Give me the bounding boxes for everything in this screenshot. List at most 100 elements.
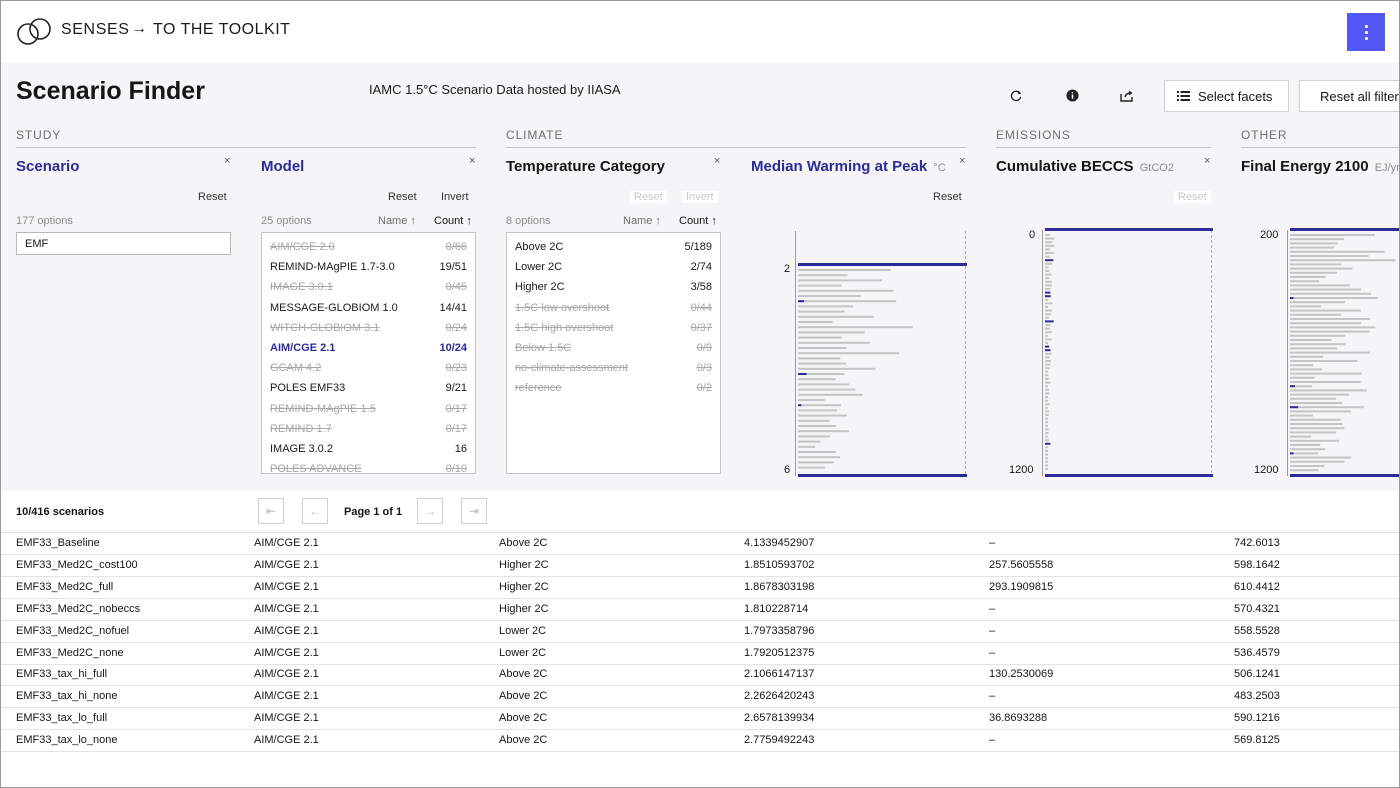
histogram-bar <box>1045 435 1049 438</box>
histogram-bar <box>1045 252 1055 254</box>
toolkit-link[interactable]: TO THE TOOLKIT <box>153 21 291 38</box>
reset-all-filters-button[interactable]: Reset all filters <box>1299 80 1399 112</box>
invert-temperature-button[interactable]: Invert <box>682 191 718 203</box>
reset-model-button[interactable]: Reset <box>388 191 417 203</box>
more-menu-button[interactable] <box>1347 13 1385 51</box>
range-handle-bottom[interactable] <box>1045 474 1213 477</box>
close-facet-beccs-icon[interactable]: × <box>1204 155 1211 167</box>
table-row[interactable]: EMF33_tax_hi_none AIM/CGE 2.1 Above 2C 2.26… <box>1 686 1399 709</box>
arrow-icon: → <box>131 20 147 37</box>
reset-temperature-button[interactable]: Reset <box>630 191 667 203</box>
select-facets-button[interactable]: Select facets <box>1164 80 1289 112</box>
facet-option[interactable]: REMIND-MAgPIE 1.7-3.0 19/51 <box>270 257 467 277</box>
histogram-bar <box>1045 378 1049 380</box>
table-row[interactable]: EMF33_tax_lo_none AIM/CGE 2.1 Above 2C 2.77… <box>1 730 1399 753</box>
table-row[interactable]: EMF33_Med2C_none AIM/CGE 2.1 Lower 2C 1.792… <box>1 643 1399 665</box>
facet-option[interactable]: 1.5C low overshoot 0/44 <box>515 298 712 318</box>
range-handle-top[interactable] <box>1045 228 1213 231</box>
close-facet-scenario-icon[interactable]: × <box>224 155 231 167</box>
temperature-options-list[interactable]: Above 2C 5/189 Lower 2C 2/74 Higher 2C 3/58 1.… <box>506 232 721 474</box>
facet-option-name: Below 1.5C <box>515 342 572 354</box>
facet-option-name: 1.5C low overshoot <box>515 301 610 314</box>
facet-option[interactable]: Lower 2C 2/74 <box>515 257 712 277</box>
median-warming-histogram[interactable] <box>794 229 967 479</box>
first-page-button[interactable]: ⇤ <box>258 498 284 524</box>
facet-title-final-energy[interactable]: Final Energy 2100 EJ/yr <box>1241 158 1399 175</box>
facet-option[interactable]: reference 0/2 <box>515 378 712 398</box>
model-options-list[interactable]: AIM/CGE 2.0 0/66 REMIND-MAgPIE 1.7-3.0 19/5… <box>261 232 476 474</box>
histogram-bar-selected <box>1290 297 1294 299</box>
facet-option[interactable]: POLES EMF33 9/21 <box>270 378 467 398</box>
close-facet-warming-icon[interactable]: × <box>959 155 966 167</box>
histogram-bar <box>1045 324 1051 326</box>
range-handle-top[interactable] <box>1290 228 1400 231</box>
facet-option[interactable]: WITCH-GLOBIOM 3.1 0/24 <box>270 318 467 338</box>
facet-option[interactable]: 1.5C high overshoot 0/37 <box>515 318 712 338</box>
facet-option[interactable]: REMIND-MAgPIE 1.5 0/17 <box>270 399 467 419</box>
facet-title-median-warming[interactable]: Median Warming at Peak °C <box>751 158 946 175</box>
close-facet-model-icon[interactable]: × <box>469 155 476 167</box>
table-cell: 2.1066147137 <box>744 668 815 681</box>
facet-option[interactable]: GCAM 4.2 0/23 <box>270 358 467 378</box>
facet-option[interactable]: Below 1.5C 0/9 <box>515 338 712 358</box>
facet-title-scenario[interactable]: Scenario <box>16 158 80 175</box>
section-label-emissions: EMISSIONS <box>996 128 1071 142</box>
model-sort-by-name[interactable]: Name ↑ <box>378 215 416 227</box>
range-handle-bottom[interactable] <box>798 474 967 477</box>
histogram-bar <box>1290 267 1353 270</box>
facet-option-count: 3/58 <box>690 281 712 294</box>
facet-option[interactable]: IMAGE 3.0.1 0/45 <box>270 277 467 297</box>
facet-option[interactable]: AIM/CGE 2.0 0/66 <box>270 237 467 257</box>
refresh-icon <box>1010 90 1021 101</box>
invert-model-button[interactable]: Invert <box>441 191 469 203</box>
facet-title-temperature-category[interactable]: Temperature Category <box>506 158 665 175</box>
table-row[interactable]: EMF33_Med2C_full AIM/CGE 2.1 Higher 2C 1.86… <box>1 577 1399 599</box>
share-button[interactable] <box>1116 84 1138 106</box>
facet-option[interactable]: MESSAGE-GLOBIOM 1.0 14/41 <box>270 298 467 318</box>
facet-title-model[interactable]: Model <box>261 158 305 175</box>
scenario-filter-input[interactable] <box>16 232 231 255</box>
temperature-sort-by-name[interactable]: Name ↑ <box>623 215 661 227</box>
table-row[interactable]: EMF33_tax_lo_full AIM/CGE 2.1 Above 2C 2.65… <box>1 708 1399 731</box>
histogram-bar <box>1290 242 1338 245</box>
refresh-button[interactable] <box>1005 84 1027 106</box>
reset-scenario-button[interactable]: Reset <box>198 191 227 203</box>
table-row[interactable]: EMF33_Med2C_nofuel AIM/CGE 2.1 Lower 2C 1.7… <box>1 621 1399 643</box>
facet-option[interactable]: AIM/CGE 2.1 10/24 <box>270 338 467 358</box>
histogram-bar <box>1045 468 1048 470</box>
last-page-button[interactable]: ⇥ <box>461 498 487 524</box>
range-handle-bottom[interactable] <box>1290 474 1400 477</box>
histogram-bar <box>1045 457 1048 460</box>
next-page-button[interactable]: → <box>417 498 443 524</box>
reset-beccs-button[interactable]: Reset <box>1174 191 1211 203</box>
facet-option[interactable]: REMIND 1.7 0/17 <box>270 419 467 439</box>
first-page-icon: ⇤ <box>265 504 277 518</box>
table-row[interactable]: EMF33_Med2C_cost100 AIM/CGE 2.1 Higher 2C 1… <box>1 555 1399 577</box>
facet-option-name: Above 2C <box>515 241 564 253</box>
close-facet-temperature-icon[interactable]: × <box>714 155 721 167</box>
previous-page-button[interactable]: ← <box>302 498 328 524</box>
facet-option[interactable]: no-climate-assessment 0/3 <box>515 358 712 378</box>
table-row[interactable]: EMF33_Baseline AIM/CGE 2.1 Above 2C 4.13394… <box>1 533 1399 555</box>
facet-option[interactable]: Higher 2C 3/58 <box>515 277 712 297</box>
brand-name[interactable]: SENSES <box>61 21 130 38</box>
temperature-sort-by-count[interactable]: Count ↑ <box>679 215 717 227</box>
table-row[interactable]: EMF33_tax_hi_full AIM/CGE 2.1 Above 2C 2.10… <box>1 664 1399 687</box>
histogram-bar <box>798 269 891 271</box>
senses-logo-icon[interactable] <box>16 17 54 47</box>
table-cell: AIM/CGE 2.1 <box>254 668 319 681</box>
model-sort-by-count[interactable]: Count ↑ <box>434 215 472 227</box>
table-row[interactable]: EMF33_Med2C_nobeccs AIM/CGE 2.1 Higher 2C 1… <box>1 599 1399 621</box>
facet-option-count: 0/45 <box>445 281 467 294</box>
facet-title-cumulative-beccs[interactable]: Cumulative BECCS GtCO2 <box>996 158 1174 175</box>
info-button[interactable] <box>1061 84 1083 106</box>
histogram-bar <box>1045 381 1051 384</box>
cumulative-beccs-histogram[interactable] <box>1041 226 1213 479</box>
facet-option[interactable]: Above 2C 5/189 <box>515 237 712 257</box>
facet-option[interactable]: IMAGE 3.0.2 16 <box>270 439 467 459</box>
reset-warming-button[interactable]: Reset <box>933 191 962 203</box>
histogram-bar <box>1290 351 1370 354</box>
facet-option[interactable]: POLES ADVANCE 0/10 <box>270 459 467 473</box>
final-energy-histogram[interactable] <box>1286 226 1400 479</box>
range-handle-top[interactable] <box>798 263 967 266</box>
